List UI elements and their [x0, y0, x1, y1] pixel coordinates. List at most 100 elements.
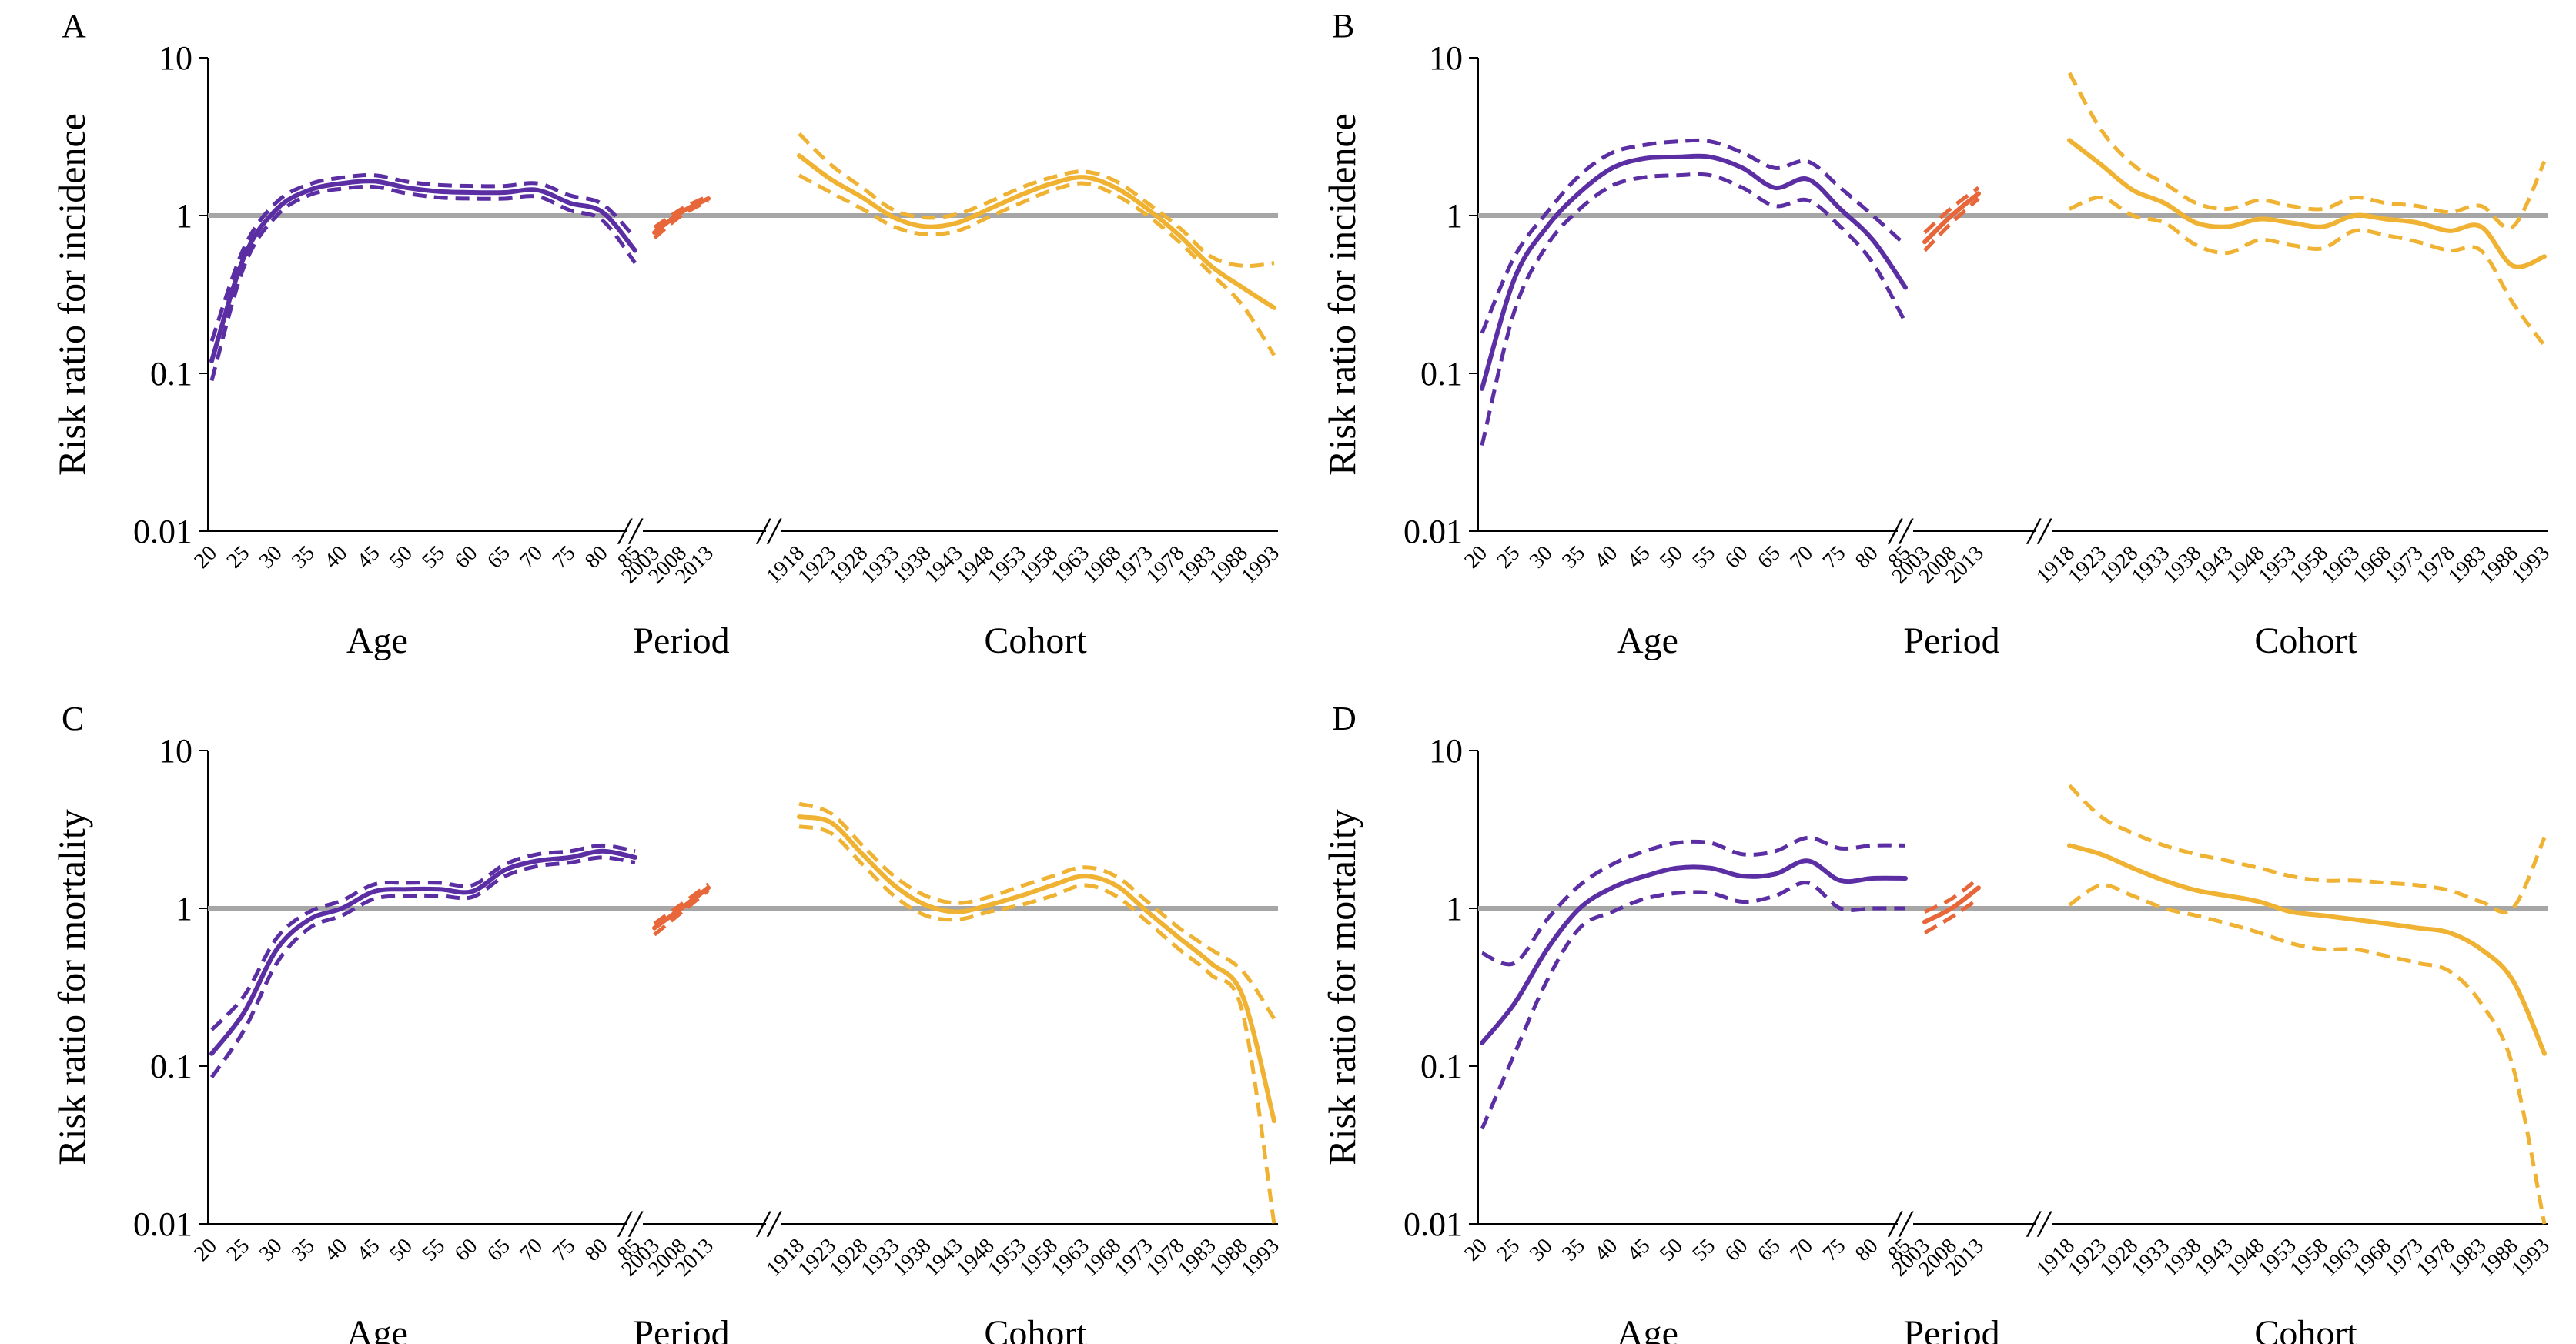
group-label-cohort: Cohort: [984, 1313, 1087, 1344]
y-tick-label: 0.1: [150, 1048, 192, 1085]
y-tick-label: 0.01: [133, 1205, 192, 1243]
y-axis-label: Risk ratio for incidence: [50, 113, 93, 476]
cohort-ci-upper-line: [798, 132, 1275, 269]
group-label-cohort: Cohort: [2254, 620, 2357, 661]
group-label-age: Age: [1617, 1313, 1678, 1344]
panel-b: B Risk ratio for incidence 10 1 0.1 0.01 // // 2…: [1320, 7, 2554, 661]
y-tick-label: 0.1: [1420, 355, 1463, 393]
y-tick-label: 0.01: [133, 513, 192, 550]
panel-c: C Risk ratio for mortality 10 1 0.1 0.01 // // 2…: [50, 700, 1284, 1344]
y-tick-label: 0.1: [1420, 1048, 1463, 1085]
cohort-estimate-line: [797, 814, 1276, 1124]
x-tick-label-cohort: 1993: [2507, 1234, 2554, 1282]
group-label-cohort: Cohort: [2254, 1313, 2357, 1344]
x-tick-label-age: 30: [255, 541, 287, 573]
x-tick-label-age: 20: [189, 541, 222, 573]
y-tick-label: 0.01: [1403, 513, 1463, 550]
group-label-age: Age: [1617, 620, 1678, 661]
x-tick-label-age: 80: [580, 1234, 613, 1266]
x-tick-label-age: 80: [1851, 1234, 1883, 1266]
x-tick-label-age: 30: [1525, 541, 1557, 573]
group-label-age: Age: [346, 1313, 408, 1344]
x-tick-label-age: 70: [1785, 1234, 1818, 1266]
panel-letter: B: [1332, 7, 1354, 45]
age-ci-upper-line: [209, 172, 637, 343]
age-estimate-line: [209, 848, 637, 1056]
period-estimate-line: [652, 885, 711, 931]
x-tick-label-age: 80: [580, 541, 613, 573]
panel-d: D Risk ratio for mortality 10 1 0.1 0.01 // // 2…: [1320, 700, 2554, 1344]
x-tick-label-cohort: 1993: [1236, 1234, 1284, 1282]
y-axis-label: Risk ratio for mortality: [1320, 809, 1363, 1165]
x-tick-label-age: 40: [1590, 541, 1622, 573]
x-tick-label-age: 25: [222, 1234, 255, 1266]
x-tick-label-age: 75: [1818, 1234, 1851, 1266]
period-ci-upper-line: [1923, 186, 1980, 234]
period-ci-upper-line: [653, 194, 710, 229]
y-tick-label: 10: [1429, 732, 1463, 770]
x-tick-label-age: 20: [189, 1234, 222, 1266]
period-ci-lower-line: [653, 888, 710, 937]
cohort-estimate-line: [797, 153, 1276, 310]
x-tick-label-age: 65: [1753, 1234, 1785, 1266]
period-ci-upper-line: [653, 882, 710, 925]
y-tick-label: 1: [176, 197, 192, 235]
axis-break-mark: //: [617, 1202, 644, 1245]
group-label-period: Period: [633, 620, 729, 661]
x-tick-label-age: 70: [1785, 541, 1818, 573]
x-tick-label-age: 45: [1623, 541, 1655, 573]
cohort-estimate-line: [2067, 138, 2547, 269]
x-tick-label-age: 35: [1557, 541, 1590, 573]
cohort-ci-upper-line: [798, 801, 1276, 1020]
age-ci-upper-line: [210, 843, 636, 1031]
period-ci-lower-line: [1923, 197, 1980, 252]
x-tick-label-age: 30: [1525, 1234, 1557, 1266]
panel-letter: C: [62, 700, 84, 737]
y-axis-label: Risk ratio for incidence: [1320, 113, 1363, 476]
x-tick-label-age: 25: [1493, 541, 1525, 573]
cohort-ci-upper-line: [2068, 784, 2547, 914]
x-tick-label-age: 50: [385, 541, 417, 573]
x-tick-label-age: 55: [417, 1234, 450, 1266]
x-tick-label-age: 45: [353, 541, 385, 573]
x-tick-label-age: 65: [483, 1234, 515, 1266]
y-tick-label: 10: [159, 39, 192, 77]
x-tick-label-age: 35: [1557, 1234, 1590, 1266]
x-tick-label-age: 70: [515, 541, 547, 573]
axis-break-mark: //: [2026, 509, 2052, 552]
x-tick-label-age: 60: [1721, 541, 1753, 573]
x-tick-label-age: 80: [1851, 541, 1883, 573]
age-ci-lower-line: [1480, 172, 1908, 446]
y-tick-label: 10: [1429, 39, 1463, 77]
x-tick-label-age: 45: [353, 1234, 385, 1266]
age-estimate-line: [1480, 858, 1908, 1045]
x-tick-label-age: 20: [1460, 1234, 1492, 1266]
period-estimate-line: [652, 196, 711, 236]
group-label-period: Period: [1903, 1313, 1999, 1344]
x-tick-label-age: 60: [1721, 1234, 1753, 1266]
period-ci-upper-line: [1923, 877, 1980, 914]
age-ci-upper-line: [1480, 138, 1907, 334]
age-ci-lower-line: [209, 184, 637, 382]
x-tick-label-age: 75: [548, 541, 580, 573]
x-tick-label-age: 35: [287, 541, 319, 573]
x-tick-label-age: 75: [548, 1234, 580, 1266]
panel-letter: D: [1332, 700, 1357, 737]
y-tick-label: 1: [1446, 197, 1463, 235]
y-axis-label: Risk ratio for mortality: [50, 809, 93, 1165]
x-tick-label-age: 60: [450, 541, 483, 573]
panel-letter: A: [62, 7, 86, 45]
group-label-period: Period: [633, 1313, 729, 1344]
x-tick-label-age: 50: [1655, 1234, 1688, 1266]
x-tick-label-age: 55: [417, 541, 450, 573]
cohort-ci-lower-line: [798, 173, 1276, 356]
panel-a: A Risk ratio for incidence 10 1 0.1 0.01 // // 2…: [50, 7, 1284, 661]
cohort-ci-lower-line: [798, 824, 1276, 1225]
x-tick-label-age: 55: [1688, 541, 1720, 573]
age-estimate-line: [209, 179, 637, 363]
x-tick-label-age: 70: [515, 1234, 547, 1266]
axis-break-mark: //: [1887, 509, 1914, 552]
x-tick-label-age: 65: [483, 541, 515, 573]
x-tick-label-age: 60: [450, 1234, 483, 1266]
